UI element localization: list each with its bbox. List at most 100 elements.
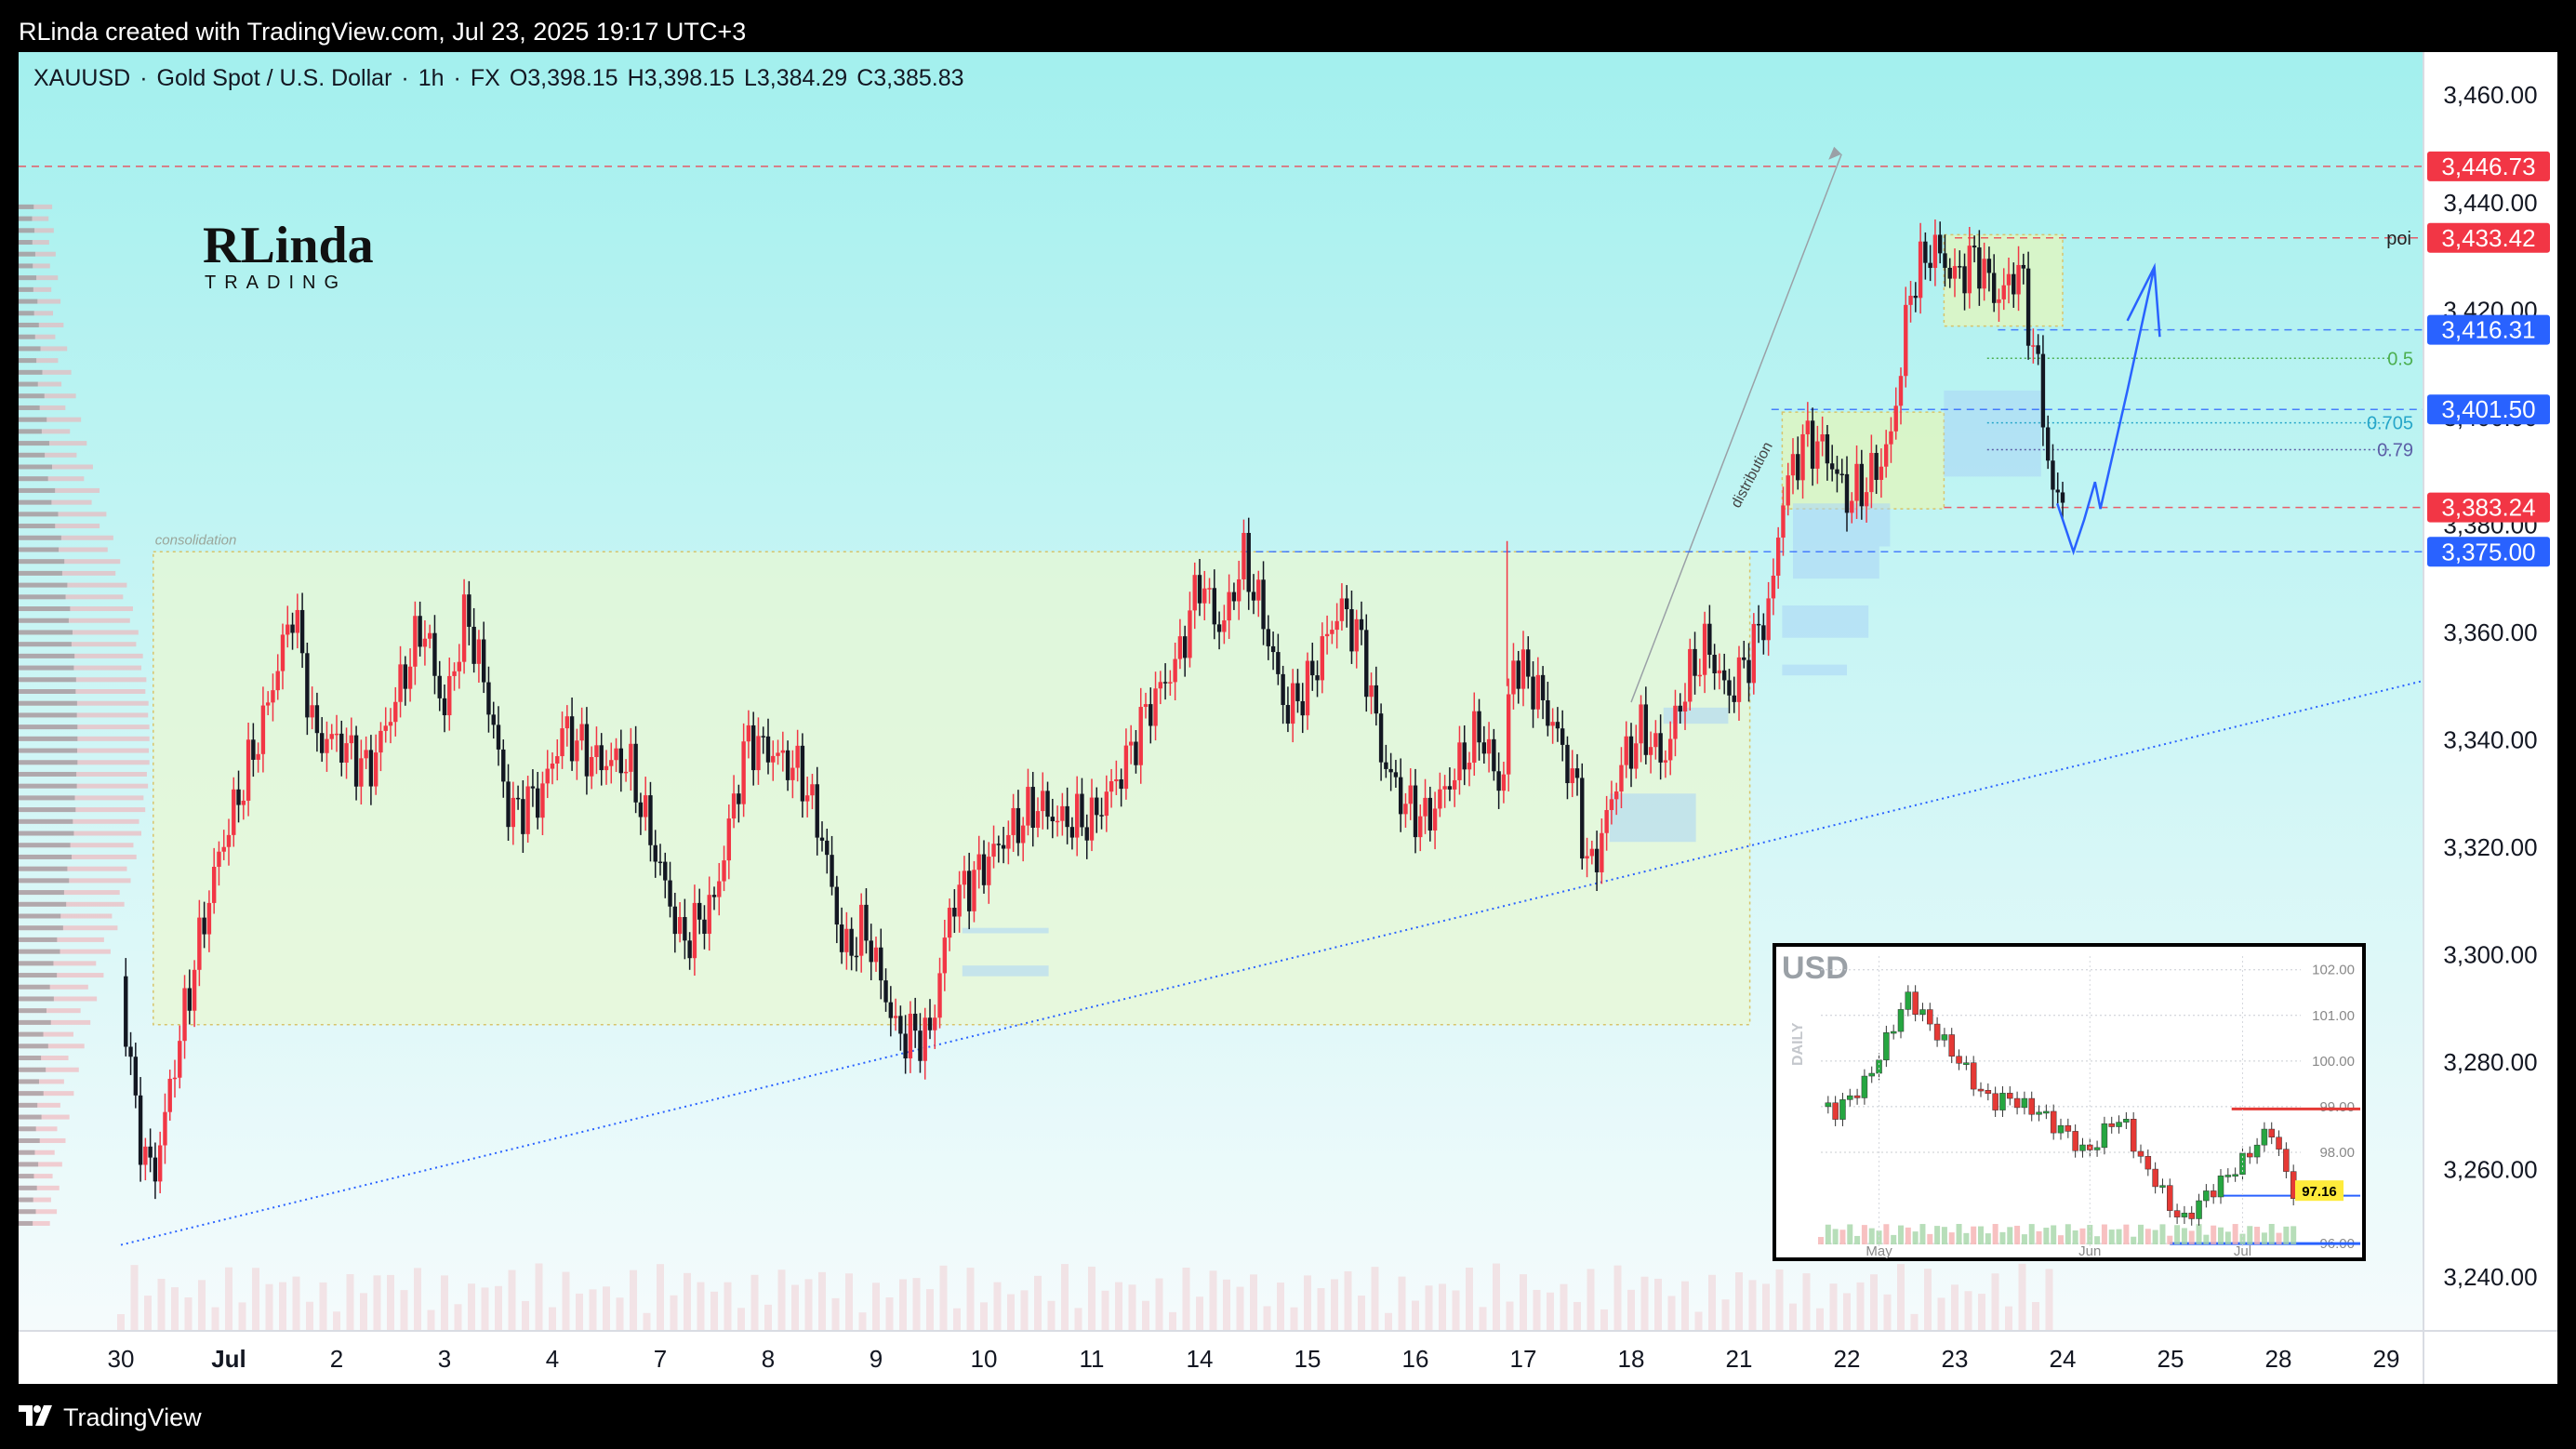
volume-bar [1331,1279,1338,1331]
inset-volume-bar [1985,1233,1991,1244]
candle-body [202,917,206,935]
volume-profile-bar [19,251,35,257]
time-axis-label: 4 [546,1345,559,1373]
candle-body [987,857,991,885]
volume-bar [1088,1266,1095,1331]
volume-profile-bar [19,1044,85,1049]
candle-body [349,735,354,744]
candle-body [403,664,408,689]
candle-body [1026,787,1030,826]
chart-area[interactable]: consolidation distribution 0.5 0.705 0.79 po… [19,52,2557,1384]
candle-body [1408,785,1413,804]
candle-body [364,750,368,759]
price-level-badge-label: 3,446.73 [2441,153,2535,180]
candle-body [329,734,334,739]
volume-bar [238,1302,246,1331]
volume-bar [1856,1282,1865,1331]
volume-profile-bar [19,299,61,304]
candle-body [178,1041,182,1078]
price-level-badge-label: 3,401.50 [2441,395,2535,423]
volume-profile-bar [19,996,98,1002]
price-level-badge[interactable] [2427,394,2550,425]
volume-profile-bar [19,653,143,658]
volume-bar [1466,1267,1473,1331]
inset-volume-bar [2254,1227,2261,1244]
logo-text-bottom: TRADING [205,273,347,293]
candle-body [1531,676,1535,710]
price-axis-label: 3,300.00 [2443,941,2537,969]
ohlc-high: H3,398.15 [627,65,735,91]
inset-candle-body [2079,1144,2086,1151]
candle-body [1972,246,1977,248]
candle-body [407,666,413,689]
usd-inset-chart[interactable] [1773,943,2366,1261]
volume-bar [697,1282,705,1331]
volume-profile-bar [19,854,73,859]
volume-profile-bar [19,913,113,919]
time-axis[interactable]: 30 Jul 2 3 4 7 8 9 10 11 14 15 16 17 18 21 22 23 24 25 28 29 [108,1345,2400,1373]
volume-profile-bar [19,429,42,434]
candle-body [1967,246,1972,294]
inset-candle-body [1999,1093,2006,1110]
candle-body [1378,713,1384,763]
inset-candle-body [1977,1088,1985,1092]
inset-volume-bar [2094,1236,2101,1244]
time-axis-label: 30 [108,1345,135,1373]
candlestick-chart[interactable]: consolidation distribution0.50.7050.79po… [19,52,2557,1384]
volume-profile-bar [19,760,78,765]
consolidation-zone [153,551,1751,1026]
price-level-badge[interactable] [2427,222,2550,253]
inset-volume-bar [1847,1224,1853,1244]
candle-body [540,783,545,818]
volume-profile-bar [19,559,121,565]
volume-profile-bar [19,973,104,978]
candle-body [1580,778,1585,859]
volume-bar [1182,1267,1190,1331]
inset-volume-bar [1934,1226,1941,1244]
volume-bar [1196,1296,1203,1331]
candle-body [692,902,697,959]
volume-profile-bar [19,783,77,789]
candle-body [143,1146,148,1165]
candle-body [1619,764,1624,792]
inset-volume-bar [1927,1233,1933,1244]
candle-body [942,937,948,974]
volume-bar [279,1282,286,1331]
inset-candle-body [1927,1009,1933,1025]
candle-body [1016,807,1021,844]
candle-body [1609,799,1614,810]
price-level-badge[interactable] [2427,537,2550,567]
candle-body [1673,705,1678,739]
candle-body [1693,648,1697,676]
inset-volume-bar [1876,1230,1882,1244]
inset-candle-body [2217,1176,2224,1198]
time-axis-label: 21 [1726,1345,1753,1373]
volume-profile-bar [19,570,62,576]
volume-bar [265,1283,273,1331]
volume-bar [1209,1270,1217,1331]
inset-candle-body [2093,1147,2101,1150]
volume-bar [1493,1263,1500,1331]
price-level-badge[interactable] [2427,151,2550,181]
price-level-badge[interactable] [2427,314,2550,345]
candle-body [1829,463,1835,470]
candle-body [1928,262,1932,269]
candle-body [933,1017,937,1030]
candle-body [1825,434,1830,464]
candle-body [1134,741,1138,765]
candle-body [491,714,496,725]
candle-body [437,675,442,698]
volume-bar [549,1307,556,1331]
symbol-legend[interactable]: XAUUSD · Gold Spot / U.S. Dollar · 1h · FX O3,3… [33,65,964,91]
price-axis-label: 3,240.00 [2443,1263,2537,1291]
candle-body [344,743,349,763]
candle-body [1712,655,1717,673]
candle-body [1869,453,1874,493]
candle-body [1236,578,1242,602]
inset-volume-bar [2036,1230,2042,1244]
candle-body [256,753,260,760]
inset-volume-bar [2028,1224,2035,1244]
candle-body [1182,636,1188,658]
price-level-badge[interactable] [2427,492,2550,523]
candle-body [834,886,840,925]
